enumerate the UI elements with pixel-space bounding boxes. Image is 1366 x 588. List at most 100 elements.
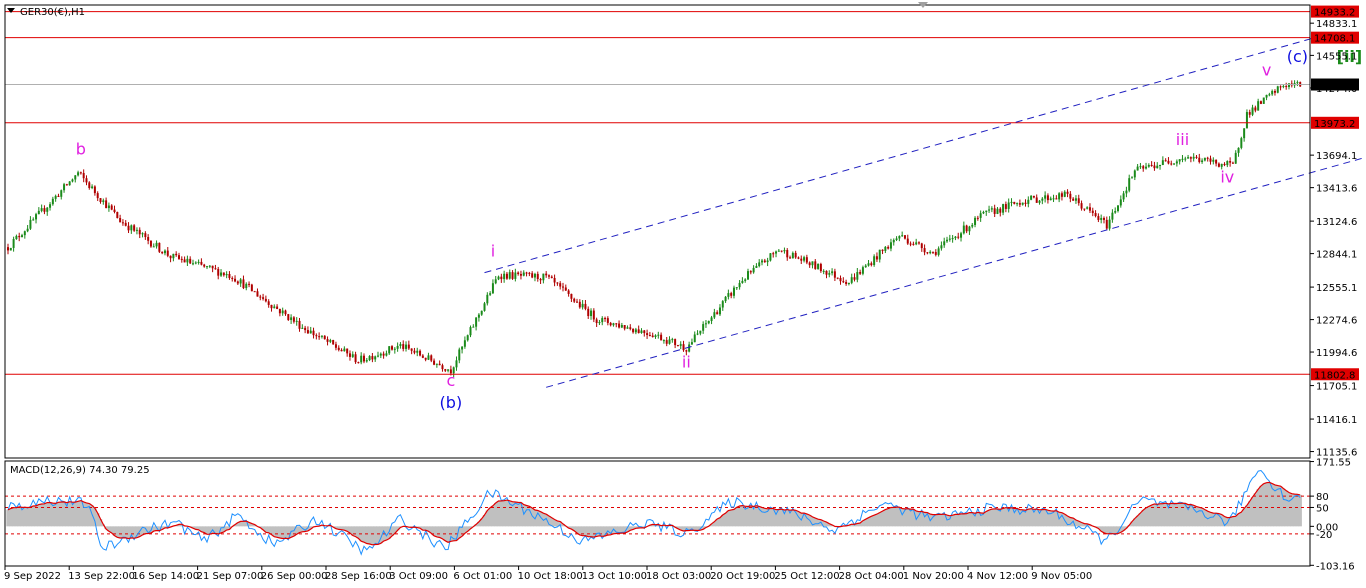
candle-body [710,317,713,322]
candle-body [651,335,654,337]
candle-body [623,325,626,329]
candle-body [234,278,237,282]
candle-body [789,257,792,259]
candle-body [976,217,979,219]
candle-body [1203,157,1206,161]
y-tick-label: 13124.6 [1316,217,1357,228]
candle-body [410,348,413,351]
candle-body [724,296,727,302]
candle-body [1279,86,1282,88]
candle-body [634,329,637,333]
candle-body [295,320,298,322]
macd-y-tick-label: 80 [1316,492,1329,503]
candle-body [632,328,635,333]
y-tick-label: 12274.6 [1316,316,1357,327]
candle-body [155,242,158,247]
candle-body [825,270,828,275]
candle-body [1209,158,1212,162]
candle-body [847,282,850,284]
candle-body [1094,213,1097,217]
candle-body [1077,198,1080,204]
wave-label: v [1262,61,1271,80]
candle-body [643,330,646,334]
candle-body [917,242,920,244]
current-price-label: 14303.7 [1314,81,1355,92]
candle-body [144,233,147,238]
candle-body [974,217,977,225]
candle-body [348,353,351,357]
candle-body [96,193,99,199]
candle-body [158,242,161,252]
candle-body [211,265,214,269]
candle-body [124,222,127,226]
candle-body [1024,202,1027,204]
candle-body [309,330,312,334]
candle-body [1142,166,1145,169]
candle-body [197,261,200,263]
candle-body [648,335,651,337]
axes: 14933.2 14708.1 13973.2 11802.8 14303.7 14833… [4,4,1359,582]
y-tick-label: 13694.1 [1316,151,1357,162]
candle-body [15,235,18,240]
candle-body [1217,163,1220,167]
level-price-label: 14933.2 [1314,8,1355,19]
candle-body [427,355,430,360]
y-tick-label: 12555.1 [1316,283,1357,294]
candle-body [273,306,276,309]
candle-body [1018,203,1021,205]
candle-body [618,323,621,328]
candle-body [875,256,878,260]
candle-body [595,319,598,323]
candle-body [147,237,150,241]
candle-body [77,172,80,176]
wave-label: (c) [1287,47,1308,66]
candle-body [217,268,220,276]
candle-body [1049,198,1052,201]
candle-body [259,296,262,298]
candle-body [836,277,839,279]
candle-body [612,323,615,326]
candle-body [1198,157,1201,163]
candle-body [441,365,444,370]
candle-body [60,190,63,197]
candle-body [699,330,702,334]
candle-body [713,312,716,318]
candle-body [416,350,419,353]
candle-body [49,204,52,208]
candle-body [889,242,892,249]
candle-body [1066,191,1069,194]
candle-body [727,293,730,297]
candle-body [1021,202,1024,205]
candle-body [1038,200,1041,203]
candle-body [856,271,859,280]
candle-body [455,360,458,368]
level-price-label: 14708.1 [1314,34,1355,45]
candle-body [337,347,340,350]
candle-body [884,246,887,251]
symbol-dropdown-icon[interactable] [7,8,15,13]
candle-body [379,353,382,356]
candle-body [37,210,40,215]
candle-body [1027,199,1030,204]
candle-body [206,266,209,268]
candle-body [870,263,873,266]
macd-line [7,469,1301,556]
candle-body [116,212,119,218]
candle-body [248,283,251,285]
candle-body [1220,163,1223,167]
candle-body [514,272,517,279]
candle-body [177,255,180,259]
candle-body [732,287,735,296]
candle-body [960,233,963,238]
candle-body [477,314,480,318]
candle-body [222,272,225,276]
chart-shift-marker-icon[interactable] [918,2,928,8]
level-price-tag [1311,31,1359,44]
candle-body [1052,198,1055,200]
candle-body [203,264,206,267]
candle-body [1189,157,1192,159]
candle-body [236,281,239,284]
candle-body [1063,191,1066,197]
